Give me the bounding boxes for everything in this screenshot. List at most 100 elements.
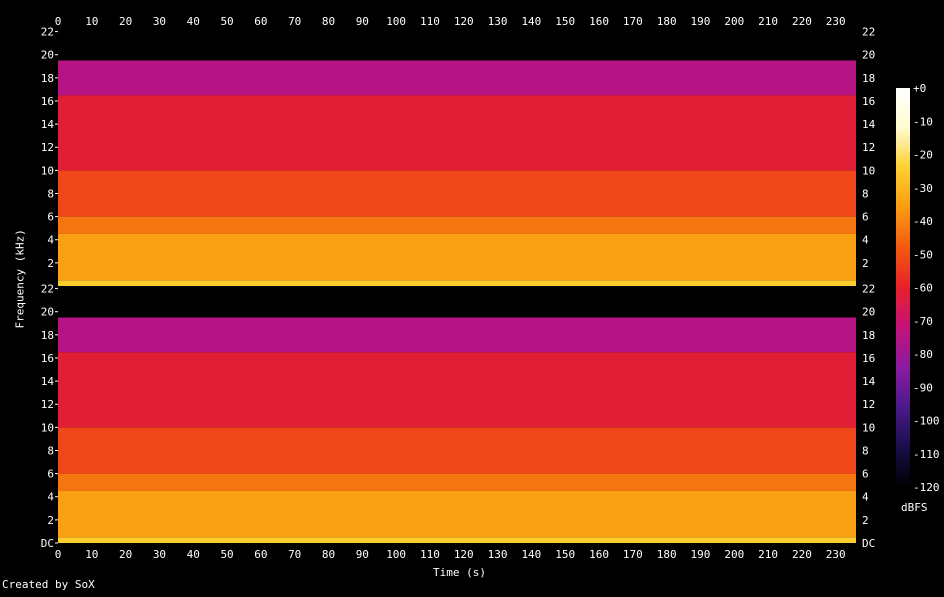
xtick-top-180: 180 xyxy=(657,15,677,28)
channel-2-spectrogram xyxy=(58,288,856,543)
channel-1-ytick-left-6: 6 xyxy=(47,211,54,224)
xtick-top-10: 10 xyxy=(85,15,98,28)
channel-2-ytick-left-4: 4 xyxy=(47,491,54,504)
colorbar-tick--50: -50 xyxy=(913,248,933,261)
xtick-top-90: 90 xyxy=(356,15,369,28)
x-axis-title: Time (s) xyxy=(433,566,486,579)
xtick-top-110: 110 xyxy=(420,15,440,28)
xtick-bottom-150: 150 xyxy=(555,548,575,561)
colorbar-tick--60: -60 xyxy=(913,282,933,295)
colorbar-tick--100: -100 xyxy=(913,415,940,428)
channel-2-ytick-left-20: 20 xyxy=(41,306,54,319)
channel-2-band-7 xyxy=(58,288,856,318)
xtick-bottom-170: 170 xyxy=(623,548,643,561)
channel-1-ytick-right-10: 10 xyxy=(862,164,875,177)
xtick-bottom-200: 200 xyxy=(724,548,744,561)
channel-1-ytick-right-22: 22 xyxy=(862,26,875,39)
channel-1-spectrogram xyxy=(58,31,856,286)
channel-1-ytick-left-12: 12 xyxy=(41,141,54,154)
channel-2-ytick-right-2: 2 xyxy=(862,514,869,527)
xtick-bottom-180: 180 xyxy=(657,548,677,561)
colorbar xyxy=(896,88,910,487)
xtick-bottom-40: 40 xyxy=(187,548,200,561)
colorbar-tick--110: -110 xyxy=(913,448,940,461)
xtick-top-170: 170 xyxy=(623,15,643,28)
channel-2-ytick-left-18: 18 xyxy=(41,329,54,342)
channel-2-ytick-left-6: 6 xyxy=(47,468,54,481)
xtick-bottom-110: 110 xyxy=(420,548,440,561)
channel-1-ytick-right-12: 12 xyxy=(862,141,875,154)
xtick-top-230: 230 xyxy=(826,15,846,28)
channel-1-ytick-left-20: 20 xyxy=(41,49,54,62)
channel-1-band-1 xyxy=(58,280,856,286)
channel-2-ytick-right-20: 20 xyxy=(862,306,875,319)
colorbar-tick--80: -80 xyxy=(913,348,933,361)
channel-2-ytick-right-18: 18 xyxy=(862,329,875,342)
channel-1-ytick-left-22: 22 xyxy=(41,26,54,39)
colorbar-tick--40: -40 xyxy=(913,215,933,228)
channel-1-ytick-right-4: 4 xyxy=(862,234,869,247)
xtick-top-50: 50 xyxy=(220,15,233,28)
channel-2-ytick-left-2: 2 xyxy=(47,514,54,527)
channel-2-band-1 xyxy=(58,537,856,543)
channel-2-ytick-right-4: 4 xyxy=(862,491,869,504)
channel-1-ytick-right-14: 14 xyxy=(862,118,876,131)
channel-2-band-3 xyxy=(58,473,856,491)
xtick-bottom-100: 100 xyxy=(386,548,406,561)
xtick-top-80: 80 xyxy=(322,15,335,28)
channel-1-ytick-right-16: 16 xyxy=(862,95,875,108)
xtick-top-100: 100 xyxy=(386,15,406,28)
xtick-bottom-0: 0 xyxy=(55,548,62,561)
channel-2-ytick-left-14: 14 xyxy=(41,375,55,388)
credit-text: Created by SoX xyxy=(2,578,95,591)
xtick-bottom-140: 140 xyxy=(521,548,541,561)
xtick-bottom-90: 90 xyxy=(356,548,369,561)
channel-1-ytick-left-4: 4 xyxy=(47,234,54,247)
xtick-top-200: 200 xyxy=(724,15,744,28)
xtick-bottom-220: 220 xyxy=(792,548,812,561)
channel-1-ytick-left-10: 10 xyxy=(41,164,54,177)
xtick-bottom-210: 210 xyxy=(758,548,778,561)
y-axis-title: Frequency (kHz) xyxy=(13,229,27,329)
channel-1-ytick-right-20: 20 xyxy=(862,49,875,62)
xtick-top-0: 0 xyxy=(55,15,62,28)
xtick-top-220: 220 xyxy=(792,15,812,28)
channel-2-ytick-right-DC: DC xyxy=(862,537,875,550)
channel-2-ytick-left-10: 10 xyxy=(41,421,54,434)
channel-2-band-5 xyxy=(58,352,856,428)
colorbar-tick--90: -90 xyxy=(913,381,933,394)
xtick-bottom-230: 230 xyxy=(826,548,846,561)
xtick-bottom-10: 10 xyxy=(85,548,98,561)
channel-1-ytick-left-16: 16 xyxy=(41,95,54,108)
xtick-top-210: 210 xyxy=(758,15,778,28)
xtick-top-40: 40 xyxy=(187,15,200,28)
colorbar-tick--120: -120 xyxy=(913,481,940,494)
channel-1-band-2 xyxy=(58,233,856,281)
xtick-bottom-70: 70 xyxy=(288,548,301,561)
xtick-top-60: 60 xyxy=(254,15,267,28)
colorbar-tick--30: -30 xyxy=(913,182,933,195)
xtick-bottom-120: 120 xyxy=(454,548,474,561)
xtick-bottom-60: 60 xyxy=(254,548,267,561)
channel-2-band-2 xyxy=(58,490,856,538)
channel-1-band-4 xyxy=(58,170,856,217)
channel-2-ytick-left-8: 8 xyxy=(47,444,54,457)
colorbar-tick-+0: +0 xyxy=(913,82,926,95)
xtick-top-130: 130 xyxy=(488,15,508,28)
channel-2-ytick-left-16: 16 xyxy=(41,352,54,365)
xtick-top-70: 70 xyxy=(288,15,301,28)
channel-1-band-3 xyxy=(58,216,856,234)
channel-1-ytick-left-18: 18 xyxy=(41,72,54,85)
colorbar-tick--20: -20 xyxy=(913,149,933,162)
xtick-top-160: 160 xyxy=(589,15,609,28)
channel-2-ytick-right-16: 16 xyxy=(862,352,875,365)
channel-1-ytick-left-14: 14 xyxy=(41,118,55,131)
channel-1-ytick-left-8: 8 xyxy=(47,187,54,200)
channel-2-ytick-right-12: 12 xyxy=(862,398,875,411)
channel-1-ytick-left-2: 2 xyxy=(47,257,54,270)
channel-2-band-4 xyxy=(58,427,856,474)
xtick-top-120: 120 xyxy=(454,15,474,28)
channel-2-ytick-right-22: 22 xyxy=(862,283,875,296)
